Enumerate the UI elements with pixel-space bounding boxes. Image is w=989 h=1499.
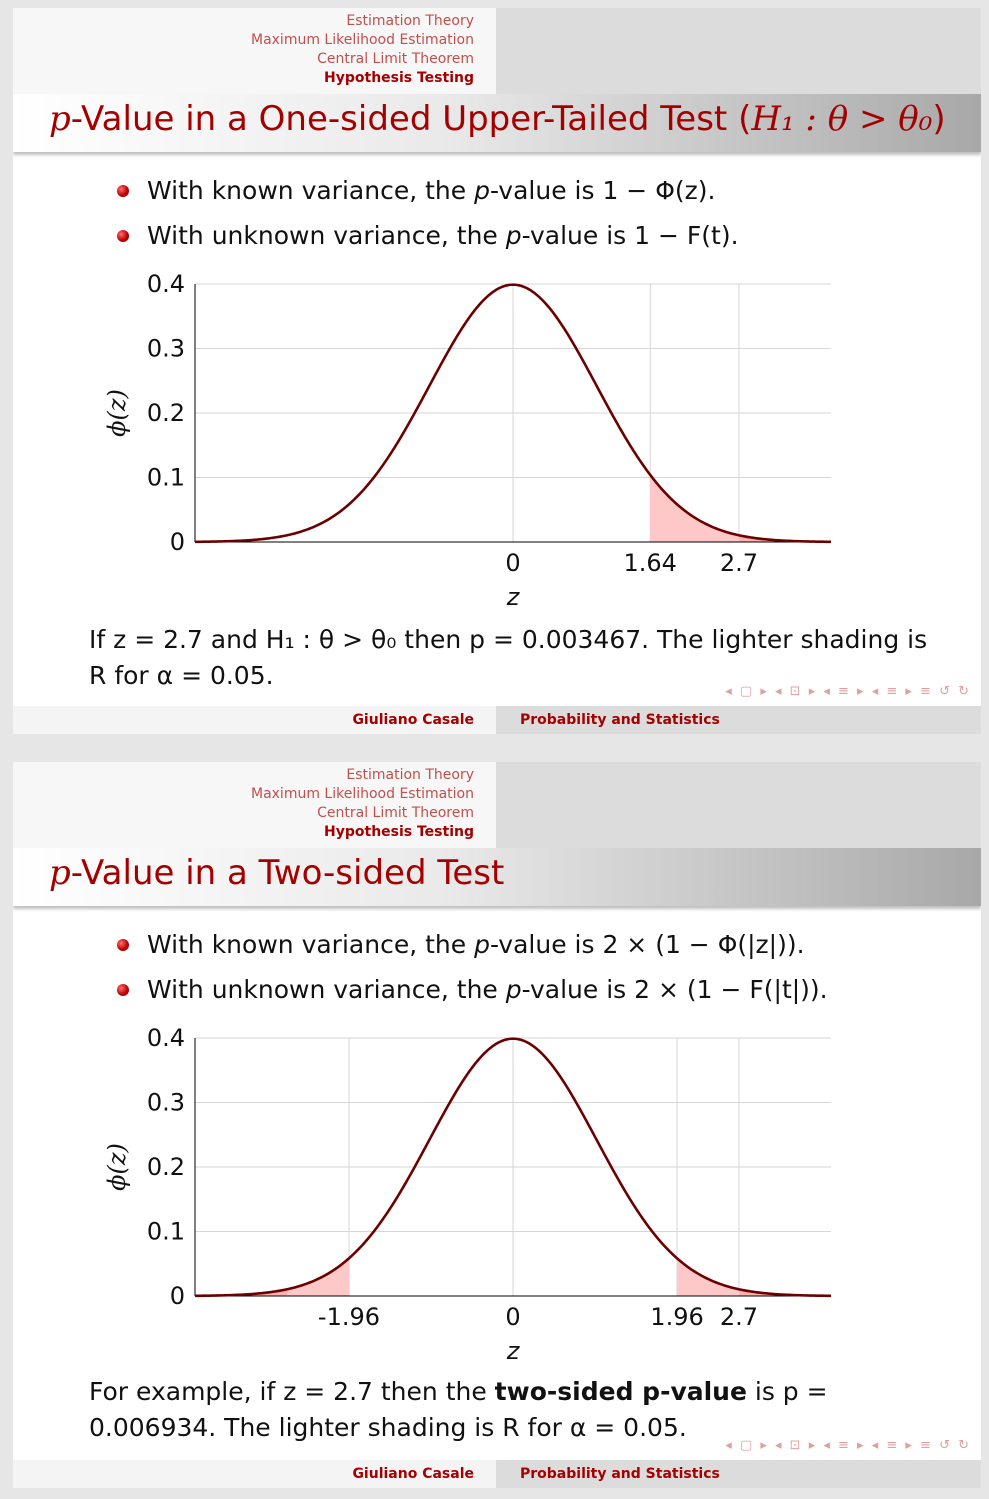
shaded-region (738, 1289, 831, 1296)
x-tick-label: -1.96 (318, 1303, 380, 1331)
x-tick-label: 0 (505, 549, 520, 577)
nav-section-estimation-theory[interactable]: Estimation Theory (346, 13, 474, 29)
footline: Giuliano Casale Probability and Statisti… (13, 1460, 981, 1488)
y-tick-label: 0.3 (147, 335, 185, 363)
y-axis-label: ϕ(z) (103, 389, 131, 437)
density-curve (194, 1037, 832, 1298)
frame-title: p-Value in a Two-sided Test (49, 853, 505, 893)
x-tick-label: 0 (505, 1303, 520, 1331)
example-note: If z = 2.7 and H₁ : θ > θ₀ then p = 0.00… (89, 625, 928, 690)
x-tick-label: 1.64 (624, 549, 677, 577)
nav-section-hypothesis-testing[interactable]: Hypothesis Testing (324, 70, 474, 86)
density-curve (194, 283, 832, 544)
bullet-icon (117, 185, 129, 197)
bullet-item: With unknown variance, the p-value is 1 … (117, 221, 739, 251)
nav-section-hypothesis-testing[interactable]: Hypothesis Testing (324, 824, 474, 840)
x-axis-label: z (506, 583, 521, 611)
footer-author: Giuliano Casale (352, 712, 474, 728)
y-tick-label: 0.1 (147, 1218, 185, 1246)
nav-section-mle[interactable]: Maximum Likelihood Estimation (250, 786, 474, 802)
frame-title: p-Value in a One-sided Upper-Tailed Test… (49, 99, 946, 139)
y-tick-label: 0.4 (147, 1026, 185, 1052)
slide-2: Estimation Theory Maximum Likelihood Est… (13, 762, 981, 1488)
y-tick-label: 0 (170, 528, 185, 556)
nav-section-estimation-theory[interactable]: Estimation Theory (346, 767, 474, 783)
headline: Estimation Theory Maximum Likelihood Est… (13, 762, 981, 848)
shaded-region (738, 535, 831, 542)
footline: Giuliano Casale Probability and Statisti… (13, 706, 981, 734)
y-tick-label: 0 (170, 1282, 185, 1310)
shaded-region (195, 1258, 349, 1296)
bullet-icon (117, 984, 129, 996)
beamer-navigation-symbols[interactable]: ◂ ▢ ▸ ◂ ⊡ ▸ ◂ ≡ ▸ ◂ ≡ ▸ ≡ ↺ ↻ (725, 1438, 971, 1453)
footer-course: Probability and Statistics (520, 712, 720, 728)
footer-author: Giuliano Casale (352, 1466, 474, 1482)
nav-section-mle[interactable]: Maximum Likelihood Estimation (250, 32, 474, 48)
x-tick-label: 2.7 (720, 549, 758, 577)
headline: Estimation Theory Maximum Likelihood Est… (13, 8, 981, 94)
bullet-list: With known variance, the p-value is 2 × … (117, 930, 828, 1020)
nav-section-clt[interactable]: Central Limit Theorem (317, 51, 474, 67)
bullet-item: With known variance, the p-value is 1 − … (117, 176, 739, 206)
x-tick-label: 2.7 (720, 1303, 758, 1331)
normal-density-chart: 0 0.1 0.2 0.3 0.4 0 1.64 2.7 z ϕ(z) (103, 272, 832, 611)
bullet-icon (117, 939, 129, 951)
section-nav: Estimation Theory Maximum Likelihood Est… (251, 766, 474, 842)
y-tick-label: 0.4 (147, 272, 185, 298)
bullet-list: With known variance, the p-value is 1 − … (117, 176, 739, 266)
frame-title-bar: p-Value in a Two-sided Test (13, 848, 981, 906)
x-tick-label: 1.96 (650, 1303, 703, 1331)
x-axis-label: z (506, 1337, 521, 1365)
bullet-icon (117, 230, 129, 242)
y-tick-label: 0.2 (147, 1153, 185, 1181)
normal-density-chart: 0 0.1 0.2 0.3 0.4 -1.96 0 1.96 2.7 z ϕ(z) (103, 1026, 832, 1365)
beamer-navigation-symbols[interactable]: ◂ ▢ ▸ ◂ ⊡ ▸ ◂ ≡ ▸ ◂ ≡ ▸ ≡ ↺ ↻ (725, 684, 971, 699)
footer-course: Probability and Statistics (520, 1466, 720, 1482)
y-tick-label: 0.1 (147, 464, 185, 492)
bullet-item: With unknown variance, the p-value is 2 … (117, 975, 828, 1005)
example-note: For example, if z = 2.7 then the two-sid… (89, 1377, 828, 1442)
section-nav: Estimation Theory Maximum Likelihood Est… (251, 12, 474, 88)
y-axis-label: ϕ(z) (103, 1143, 131, 1191)
shaded-region (650, 474, 831, 542)
slide-1: Estimation Theory Maximum Likelihood Est… (13, 8, 981, 734)
y-tick-label: 0.3 (147, 1089, 185, 1117)
bullet-item: With known variance, the p-value is 2 × … (117, 930, 828, 960)
shaded-region (677, 1258, 831, 1296)
nav-section-clt[interactable]: Central Limit Theorem (317, 805, 474, 821)
y-tick-label: 0.2 (147, 399, 185, 427)
shaded-region (195, 1289, 288, 1296)
frame-title-bar: p-Value in a One-sided Upper-Tailed Test… (13, 94, 981, 152)
